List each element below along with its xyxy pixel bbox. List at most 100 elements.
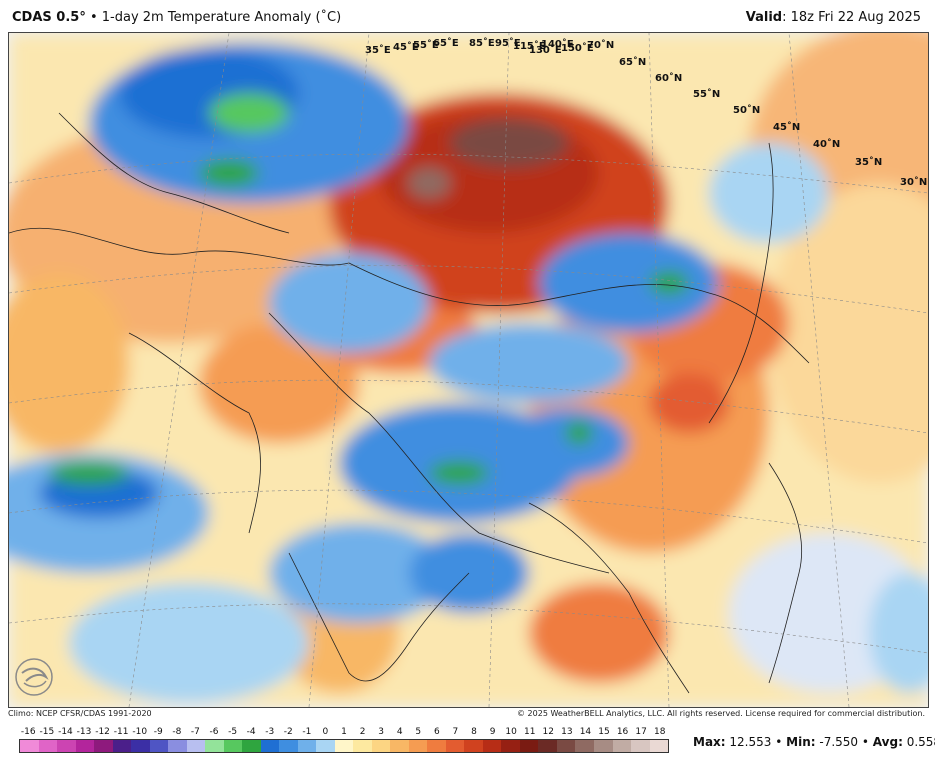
graticule: [9, 33, 928, 707]
colorbar-tick-label: 10: [505, 727, 517, 737]
map-title: CDAS 0.5° • 1-day 2m Temperature Anomaly…: [12, 10, 341, 25]
colorbar-tick-label: 17: [635, 727, 647, 737]
colorbar-swatch: [168, 740, 187, 752]
colorbar-swatch: [75, 740, 95, 752]
stats-separator: •: [861, 735, 869, 749]
valid-time-value: 18z Fri 22 Aug 2025: [790, 10, 921, 25]
colorbar-tick-label: 12: [542, 727, 555, 737]
colorbar-swatch: [575, 740, 594, 752]
colorbar-swatch: [316, 740, 335, 752]
colorbar-swatch: [149, 740, 169, 752]
colorbar-tick-label: 1: [341, 727, 347, 737]
colorbar-tick-label: 6: [433, 727, 440, 737]
valid-label: Valid: [745, 10, 783, 25]
colorbar-tick-label: -5: [228, 727, 238, 737]
colorbar-tick-label: 3: [378, 727, 385, 737]
colorbar-tick-label: 7: [452, 727, 459, 737]
grid-labels: 70˚N 65˚N 60˚N 55˚N 50˚N 45˚N 40˚N 35˚N …: [365, 37, 927, 188]
colorbar-swatch: [353, 740, 372, 752]
colorbar-swatch: [519, 740, 539, 752]
colorbar-swatch: [260, 740, 280, 752]
colorbar-swatch: [371, 740, 391, 752]
copyright-notice: © 2025 WeatherBELL Analytics, LLC. All r…: [517, 709, 925, 718]
colorbar-tick-label: -12: [95, 727, 110, 737]
colorbar-tick-label: -16: [20, 727, 36, 737]
lon-label: 140˚E: [541, 38, 574, 50]
colorbar-swatch: [612, 740, 632, 752]
colorbar-tick-label: 5: [415, 727, 422, 737]
max-label: Max:: [693, 735, 726, 749]
colorbar-tick-label: 4: [396, 727, 403, 737]
colorbar-swatch: [501, 740, 520, 752]
colorbar-swatch: [112, 740, 132, 752]
lon-label: 35˚E: [365, 44, 391, 56]
colorbar-swatch: [20, 740, 39, 752]
colorbar-swatch: [279, 740, 298, 752]
lon-label: 150˚E: [561, 42, 594, 54]
colorbar-tick-label: -14: [58, 727, 73, 737]
colorbar-swatch: [464, 740, 483, 752]
lat-label: 65˚N: [619, 56, 646, 68]
colorbar-tick-label: -13: [76, 727, 92, 737]
colorbar-swatch: [427, 740, 446, 752]
colorbar-tick-label: -7: [190, 727, 200, 737]
colorbar-swatch: [205, 740, 224, 752]
degree-symbol: °: [79, 10, 86, 25]
avg-label: Avg:: [872, 735, 903, 749]
map-canvas: 70˚N 65˚N 60˚N 55˚N 50˚N 45˚N 40˚N 35˚N …: [9, 33, 928, 707]
colorbar-swatch: [94, 740, 113, 752]
header-bar: CDAS 0.5° • 1-day 2m Temperature Anomaly…: [0, 0, 935, 30]
colorbar-tick-label: -9: [153, 727, 163, 737]
colorbar-tick-label: 11: [523, 727, 536, 737]
colorbar-tick-label: 9: [489, 727, 496, 737]
product-name: 1-day 2m Temperature Anomaly (˚C): [101, 10, 342, 25]
colorbar-swatch: [131, 740, 150, 752]
colorbar-swatch: [334, 740, 354, 752]
colorbar-tick-label: 0: [322, 727, 329, 737]
lon-label: 65˚E: [433, 37, 459, 49]
lat-label: 60˚N: [655, 72, 682, 84]
colorbar-tick-label: -1: [302, 727, 312, 737]
lat-label: 50˚N: [733, 104, 760, 116]
colorbar-tick-label: -4: [246, 727, 256, 737]
colorbar-labels: -16 -15 -14 -13 -12 -11 -10 -9 -8 -7 -6 -5 -4 -3 -2 -1 0…: [19, 727, 669, 739]
colorbar-tick-label: 13: [561, 727, 573, 737]
valid-time: Valid: 18z Fri 22 Aug 2025: [745, 10, 921, 25]
colorbar-swatch: [631, 740, 650, 752]
min-value: -7.550: [819, 735, 859, 749]
colorbar-swatch: [38, 740, 58, 752]
colorbar-tick-label: -3: [265, 727, 275, 737]
colorbar-swatch: [57, 740, 76, 752]
lon-label: 85˚E: [469, 37, 495, 49]
colorbar-tick-label: 16: [616, 727, 629, 737]
colorbar-swatch: [593, 740, 613, 752]
lon-label: 130˚E: [529, 44, 562, 56]
colorbar-swatch: [556, 740, 576, 752]
title-bullet: •: [89, 10, 98, 25]
colorbar-legend: -16 -15 -14 -13 -12 -11 -10 -9 -8 -7 -6 -5 -4 -3 -2 -1 0…: [19, 727, 669, 753]
colorbar-swatch: [223, 740, 243, 752]
colorbar-swatch: [390, 740, 409, 752]
colorbar-swatch: [649, 740, 669, 752]
lon-label: 45˚E: [393, 41, 419, 53]
colorbar-swatch: [242, 740, 261, 752]
max-value: 12.553: [729, 735, 772, 749]
model-name: CDAS 0.5: [12, 10, 80, 25]
colorbar-tick-label: -8: [172, 727, 182, 737]
colorbar-swatch: [297, 740, 317, 752]
borders-layer: [9, 112, 810, 694]
colorbar-tick-label: 2: [359, 727, 366, 737]
colorbar-tick-label: -6: [209, 727, 219, 737]
avg-value: 0.558: [906, 735, 935, 749]
colorbar-tick-label: 18: [653, 727, 666, 737]
colorbar-swatch: [482, 740, 502, 752]
min-label: Min:: [786, 735, 816, 749]
colorbar-tick-label: 8: [471, 727, 477, 737]
lat-label: 45˚N: [773, 121, 800, 133]
lon-label: 95˚E: [495, 37, 521, 49]
field-statistics: Max: 12.553 • Min: -7.550 • Avg: 0.558: [693, 735, 935, 749]
colorbar-tick-label: -11: [113, 727, 129, 737]
anomaly-map[interactable]: 70˚N 65˚N 60˚N 55˚N 50˚N 45˚N 40˚N 35˚N …: [8, 32, 929, 708]
colorbar-tick-label: 15: [598, 727, 610, 737]
colorbar-swatch: [408, 740, 428, 752]
